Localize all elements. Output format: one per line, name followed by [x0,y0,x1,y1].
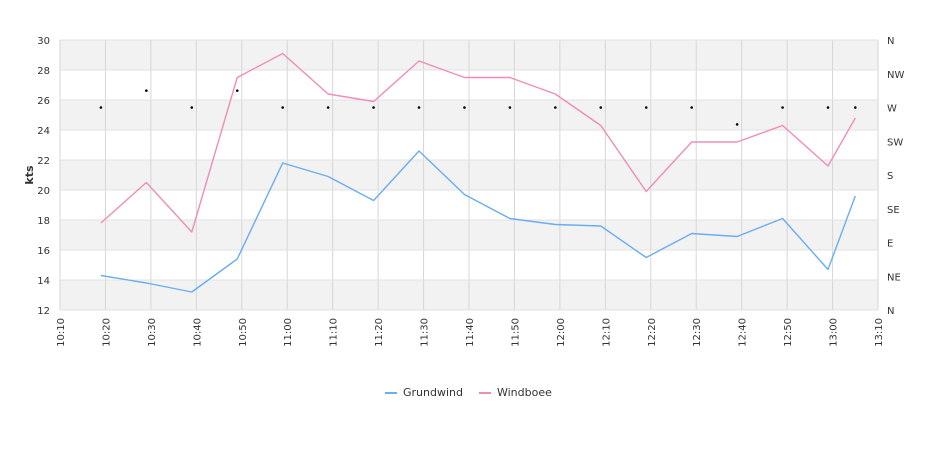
y-tick-label: 18 [37,216,50,227]
x-tick-label: 11:00 [283,318,294,347]
x-tick-label: 10:20 [101,318,112,347]
y-tick-label: 24 [37,126,50,137]
x-tick-label: 12:30 [692,318,703,347]
right-tick-label: NW [887,70,904,81]
direction-marker [417,106,421,109]
direction-marker [781,106,784,109]
y-tick-label: 28 [37,66,50,77]
x-tick-label: 12:20 [647,318,658,347]
right-tick-label: N [887,306,894,317]
x-tick-label: 10:40 [192,318,203,347]
x-tick-label: 11:10 [329,318,340,347]
direction-marker [853,106,857,109]
x-tick-label: 11:30 [420,318,431,347]
direction-marker [644,106,648,109]
legend-swatch-grundwind [385,391,397,394]
direction-marker [599,106,603,109]
series-line-windboee [100,52,856,233]
x-tick-label: 11:20 [374,318,385,347]
direction-marker [690,106,693,109]
legend-item-windboee[interactable]: Windboee [478,386,552,399]
x-tick-label: 11:50 [510,318,521,347]
y-tick-label: 14 [37,276,50,287]
legend-label-grundwind: Grundwind [403,386,463,399]
vertical-gridlines [59,40,879,310]
y-tick-label: 26 [37,96,50,107]
x-tick-label: 12:50 [783,318,794,347]
direction-marker [145,89,148,92]
y-axis-label: kts [23,165,36,185]
y-tick-label: 12 [37,306,50,317]
right-tick-label: NE [887,272,901,283]
direction-markers [99,89,857,126]
x-tick-label: 10:50 [238,318,249,347]
y-tick-labels: 12 14 16 18 20 22 24 26 28 30 [37,36,50,317]
legend: Grundwind Windboee [385,386,552,399]
x-tick-label: 13:10 [874,318,885,347]
y-tick-label: 30 [37,36,50,47]
series-line-grundwind [100,150,856,293]
y-tick-label: 16 [37,246,50,257]
direction-marker [99,106,103,109]
legend-swatch-windboee [478,391,491,394]
x-tick-label: 10:30 [147,318,158,347]
direction-marker [190,106,194,109]
direction-marker [372,106,375,109]
direction-marker [508,106,512,109]
direction-marker [735,123,739,126]
right-tick-label: S [887,171,893,182]
legend-label-windboee: Windboee [496,386,552,399]
right-tick-label: W [887,104,897,115]
horizontal-gridlines [60,39,878,311]
x-tick-labels: 10:10 10:20 10:30 10:40 10:50 11:00 11:10 11:20… [56,318,885,347]
right-tick-label: SW [887,137,903,148]
direction-marker [281,106,284,109]
series-lines [100,52,856,293]
right-tick-labels: N NE E SE S SW W NW N [887,36,904,317]
direction-marker [463,106,466,109]
x-tick-label: 11:40 [465,318,476,347]
x-tick-label: 12:40 [738,318,749,347]
x-tick-label: 13:00 [829,318,840,347]
y-tick-label: 22 [37,156,50,167]
x-tick-label: 12:00 [556,318,567,347]
y-tick-label: 20 [37,186,50,197]
direction-marker [326,106,330,109]
right-tick-label: N [887,36,894,47]
x-tick-label: 10:10 [56,318,67,347]
direction-marker [554,106,557,109]
right-tick-label: E [887,239,893,250]
legend-item-grundwind[interactable]: Grundwind [385,386,463,399]
direction-marker [826,106,830,109]
direction-marker [235,89,239,92]
right-tick-label: SE [887,205,900,216]
x-tick-label: 12:10 [601,318,612,347]
